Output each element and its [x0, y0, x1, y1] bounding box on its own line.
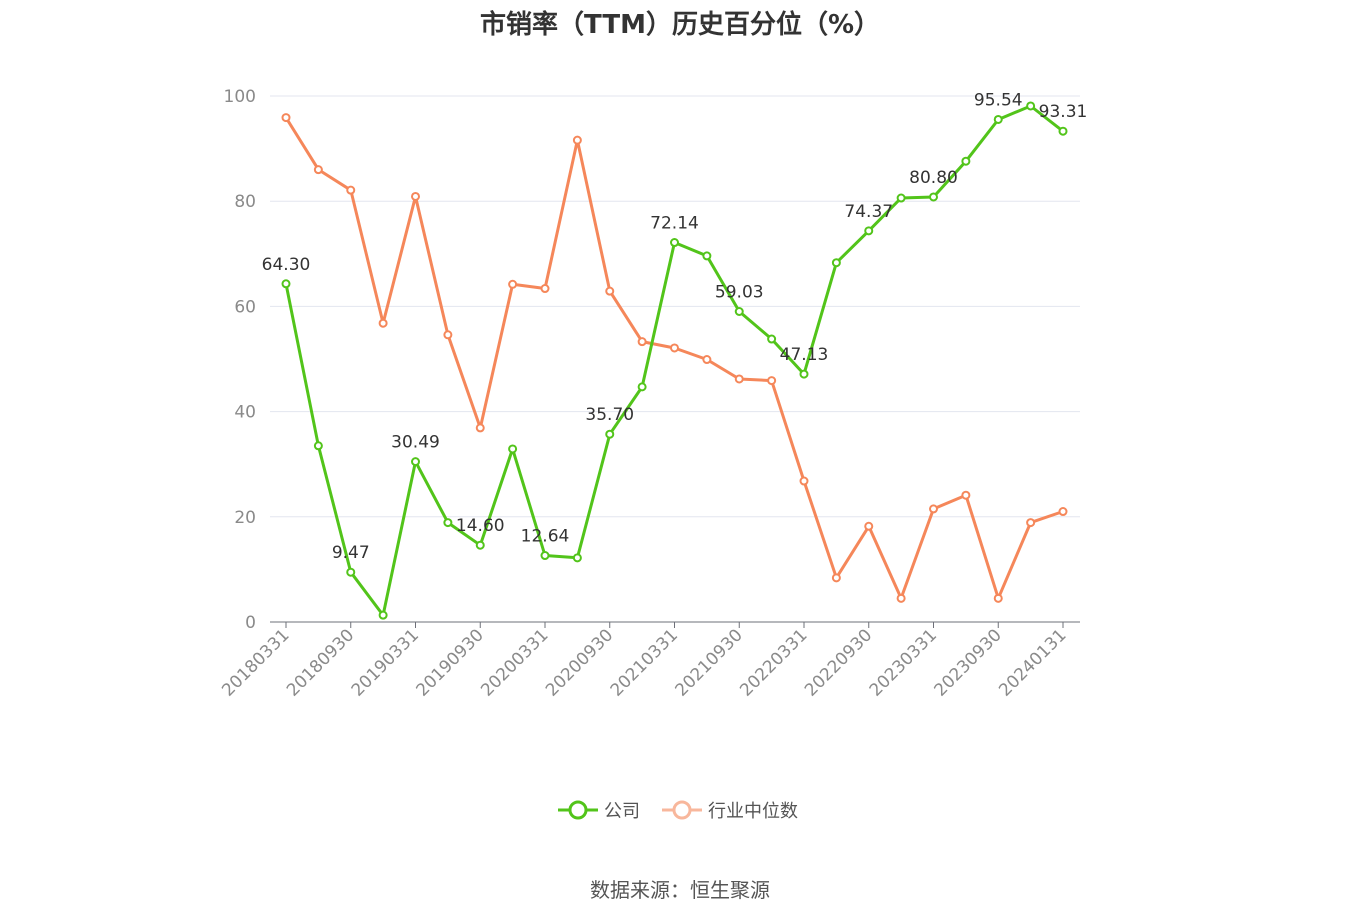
data-point[interactable]: [993, 114, 1003, 124]
data-point[interactable]: [637, 337, 647, 347]
data-point[interactable]: [411, 191, 420, 201]
data-point[interactable]: [929, 192, 938, 202]
data-point[interactable]: [896, 193, 906, 203]
data-point[interactable]: [313, 165, 323, 175]
grid-lines: [270, 95, 1080, 518]
legend-label: 公司: [604, 801, 640, 822]
data-point[interactable]: [929, 504, 938, 514]
data-point[interactable]: [896, 593, 906, 603]
data-point[interactable]: [281, 279, 291, 289]
data-point[interactable]: [864, 226, 874, 236]
data-point[interactable]: [961, 156, 971, 166]
x-tick-label-20220331: 20220331: [736, 625, 811, 700]
data-point[interactable]: [605, 429, 615, 439]
data-point[interactable]: [831, 573, 841, 583]
data-point[interactable]: [475, 423, 485, 433]
legend-marker: [672, 800, 692, 820]
data-point[interactable]: [475, 540, 485, 550]
data-point[interactable]: [411, 457, 420, 467]
chart-title: 市销率（TTM）历史百分位（%）: [480, 10, 880, 40]
data-point[interactable]: [605, 286, 615, 296]
data-label-10: 35.70: [585, 405, 634, 425]
data-label-14: 59.03: [715, 283, 764, 303]
data-point[interactable]: [572, 135, 582, 145]
x-tick-label-20180930: 20180930: [283, 625, 358, 700]
data-source: 数据来源：恒生聚源: [590, 878, 770, 902]
data-point[interactable]: [1058, 507, 1068, 517]
data-point[interactable]: [702, 251, 712, 261]
x-tick-label-20240131: 20240131: [995, 625, 1070, 700]
data-point[interactable]: [767, 334, 777, 344]
data-label-18: 74.37: [844, 202, 893, 222]
x-tick-label-20200331: 20200331: [477, 625, 552, 700]
y-tick-label-100: 100: [224, 87, 256, 107]
series-lines: [281, 101, 1068, 620]
x-tick-label-20210331: 20210331: [607, 625, 682, 700]
data-label-6: 14.60: [456, 516, 505, 536]
legend-label: 行业中位数: [708, 801, 798, 822]
data-point[interactable]: [443, 518, 453, 528]
data-point[interactable]: [799, 369, 809, 379]
y-tick-label-60: 60: [234, 297, 256, 317]
x-tick-label-20230331: 20230331: [866, 625, 941, 700]
data-point[interactable]: [670, 238, 679, 248]
data-label-22: 95.54: [974, 90, 1023, 110]
legend-item-1[interactable]: 行业中位数: [662, 800, 798, 822]
y-tick-label-0: 0: [245, 613, 256, 633]
x-tick-label-20180331: 20180331: [218, 625, 293, 700]
data-label-2: 9.47: [332, 543, 370, 563]
data-label-8: 12.64: [521, 527, 570, 547]
data-point[interactable]: [767, 376, 777, 386]
data-label-4: 30.49: [391, 433, 440, 453]
x-tick-label-20230930: 20230930: [930, 625, 1005, 700]
data-point[interactable]: [540, 284, 550, 294]
data-point[interactable]: [508, 444, 518, 454]
data-label-0: 64.30: [262, 255, 311, 275]
legend-marker: [568, 800, 588, 820]
data-point[interactable]: [734, 374, 744, 384]
data-point[interactable]: [281, 113, 291, 123]
data-point[interactable]: [540, 551, 550, 561]
x-tick-label-20210930: 20210930: [671, 625, 746, 700]
data-point[interactable]: [961, 490, 971, 500]
data-point[interactable]: [346, 567, 356, 577]
data-point[interactable]: [508, 279, 518, 289]
data-point[interactable]: [313, 441, 323, 451]
data-point[interactable]: [637, 382, 647, 392]
data-point[interactable]: [831, 258, 841, 268]
data-point[interactable]: [378, 610, 388, 620]
data-point[interactable]: [734, 307, 744, 317]
data-point[interactable]: [1058, 126, 1068, 136]
data-point[interactable]: [443, 330, 453, 340]
data-label-16: 47.13: [780, 345, 829, 365]
x-tick-label-20190331: 20190331: [348, 625, 423, 700]
y-tick-label-80: 80: [234, 192, 256, 212]
legend-item-0[interactable]: 公司: [558, 800, 640, 822]
data-label-20: 80.80: [909, 168, 958, 188]
data-point[interactable]: [346, 185, 356, 195]
data-point[interactable]: [378, 318, 388, 328]
data-point[interactable]: [864, 521, 874, 531]
data-point[interactable]: [1026, 518, 1036, 528]
data-point[interactable]: [572, 553, 582, 563]
data-label-24: 93.31: [1039, 102, 1088, 122]
data-point[interactable]: [670, 343, 679, 353]
data-labels: 64.30 9.47 30.49 14.60 12.64 35.70 72.14 59.03 4…: [262, 90, 1088, 563]
x-tick-label-20190930: 20190930: [412, 625, 487, 700]
data-point[interactable]: [993, 593, 1003, 603]
x-tick-label-20220930: 20220930: [801, 625, 876, 700]
data-point[interactable]: [702, 355, 712, 365]
data-point[interactable]: [1026, 101, 1036, 111]
data-label-12: 72.14: [650, 214, 699, 234]
x-tick-label-20200930: 20200930: [542, 625, 617, 700]
legend: 公司 行业中位数: [558, 800, 798, 822]
y-tick-label-20: 20: [234, 508, 256, 528]
y-tick-label-40: 40: [234, 403, 256, 423]
data-point[interactable]: [799, 476, 809, 486]
